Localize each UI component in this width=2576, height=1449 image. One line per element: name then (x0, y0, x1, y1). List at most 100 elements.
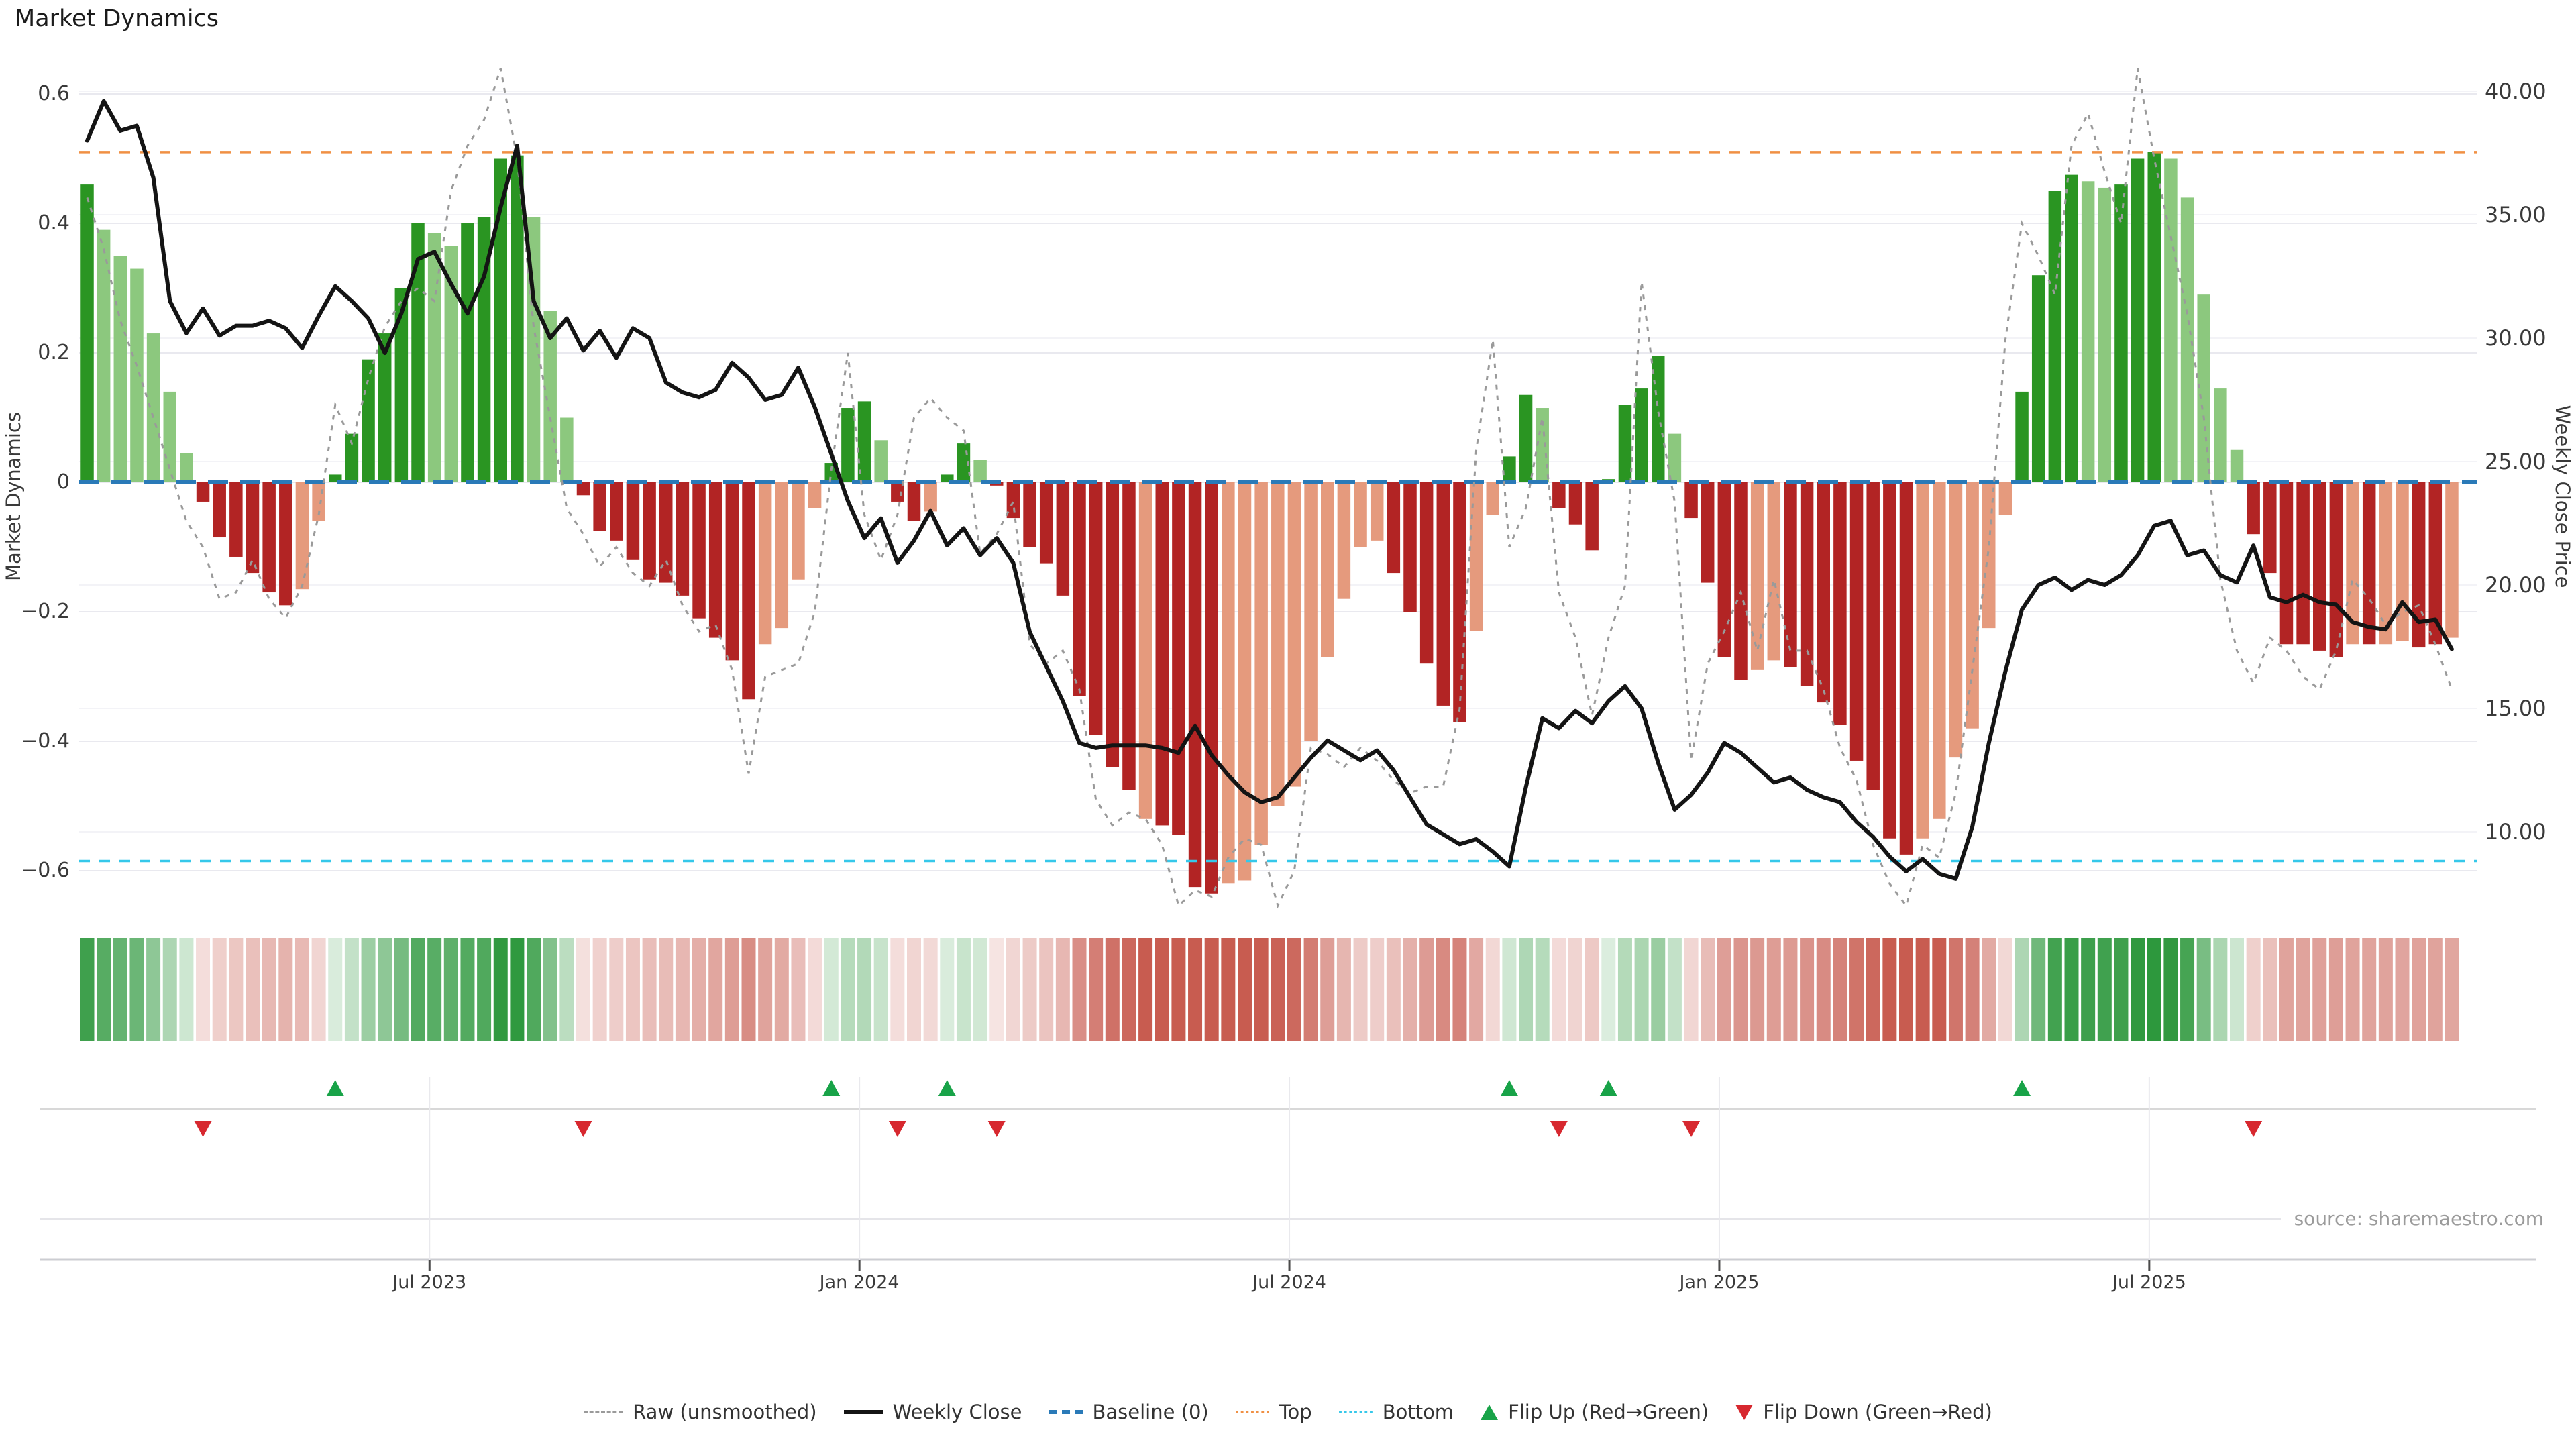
dynamics-bar (2279, 482, 2294, 645)
dynamics-bar (1833, 482, 1847, 725)
heatmap-cell (113, 938, 127, 1041)
heatmap-cell (97, 938, 111, 1041)
flip-up-icon (938, 1080, 956, 1096)
dynamics-bar (610, 482, 623, 541)
dynamics-bar (394, 288, 409, 482)
dynamics-bar (2313, 482, 2326, 651)
dynamics-bar (1138, 482, 1152, 819)
dynamics-bar (1883, 482, 1896, 839)
heatmap-cell (1188, 938, 1203, 1041)
heatmap-cell (1105, 938, 1120, 1041)
dynamics-bar (560, 417, 574, 482)
dynamics-bar (213, 482, 226, 538)
heatmap-cell (1419, 938, 1434, 1041)
heatmap-cell (162, 938, 177, 1041)
dynamics-bar (1652, 356, 1665, 482)
dynamics-bar (941, 474, 954, 482)
heatmap-cell (1469, 938, 1484, 1041)
dynamics-bar (163, 391, 176, 482)
legend-item-raw[interactable]: Raw (unsmoothed) (584, 1401, 817, 1424)
bottom-swatch-icon (1338, 1411, 1373, 1413)
dynamics-bar (1271, 482, 1285, 806)
dynamics-bar (676, 482, 690, 596)
legend-item-baseline[interactable]: Baseline (0) (1049, 1401, 1209, 1424)
legend-label: Flip Up (Red→Green) (1508, 1401, 1709, 1424)
heatmap-cell (989, 938, 1004, 1041)
heatmap-cell (824, 938, 839, 1041)
heatmap-cell (2246, 938, 2261, 1041)
dynamics-bar (1337, 482, 1351, 599)
heatmap-cell (2163, 938, 2178, 1041)
dynamics-bar (1370, 482, 1384, 541)
heatmap-cell (246, 938, 260, 1041)
heatmap-cell (1336, 938, 1351, 1041)
dynamics-bar (1966, 482, 1979, 729)
dynamics-bar (411, 223, 425, 482)
dynamics-bar (1453, 482, 1466, 722)
heatmap-cell (1287, 938, 1301, 1041)
weekly-close-line (85, 99, 2454, 881)
heatmap-cell (758, 938, 773, 1041)
heatmap-cell (2081, 938, 2096, 1041)
dynamics-bar (345, 433, 359, 482)
dynamics-bar (1568, 482, 1582, 525)
dynamics-bar (1106, 482, 1120, 767)
heatmap-cell (1585, 938, 1599, 1041)
flip-down-icon (1682, 1121, 1701, 1137)
legend-item-tridown[interactable]: Flip Down (Green→Red) (1735, 1401, 1992, 1424)
dynamics-bar (312, 482, 325, 521)
dynamics-bar (1188, 482, 1202, 888)
dynamics-bar (2164, 158, 2178, 482)
heatmap-cell (857, 938, 872, 1041)
heatmap-cell (443, 938, 458, 1041)
dynamics-bar (427, 233, 441, 482)
legend-item-close[interactable]: Weekly Close (843, 1401, 1022, 1424)
right-axis-tick-label: 15.00 (2485, 696, 2546, 721)
dynamics-bar (1982, 482, 1996, 629)
dynamics-bar (1585, 482, 1599, 551)
top-swatch-icon (1235, 1411, 1269, 1413)
legend-item-bottom[interactable]: Bottom (1338, 1401, 1454, 1424)
dynamics-bar (1436, 482, 1450, 706)
heatmap-cell (2180, 938, 2195, 1041)
dynamics-bar (1998, 482, 2012, 515)
heatmap-cell (262, 938, 276, 1041)
heatmap-cell (1403, 938, 1417, 1041)
dynamics-bar (1287, 482, 1301, 787)
heatmap-cell (1221, 938, 1236, 1041)
heatmap-cell (2131, 938, 2145, 1041)
heatmap-cell (2047, 938, 2062, 1041)
dynamics-bar (1222, 482, 1235, 884)
dynamics-bar (130, 268, 144, 482)
legend-item-triup[interactable]: Flip Up (Red→Green) (1481, 1401, 1709, 1424)
dynamics-bar (1536, 408, 1549, 482)
heatmap-cell (1766, 938, 1781, 1041)
right-axis-tick-label: 40.00 (2485, 78, 2546, 104)
heatmap-cell (80, 938, 95, 1041)
dynamics-bar (808, 482, 822, 508)
dynamics-bar (1817, 482, 1830, 703)
legend-item-top[interactable]: Top (1235, 1401, 1312, 1424)
heatmap-cell (675, 938, 690, 1041)
heatmap-cell (1965, 938, 1980, 1041)
heatmap-cell (2345, 938, 2360, 1041)
dynamics-bar (1668, 433, 1682, 482)
heatmap-cell (1370, 938, 1385, 1041)
heatmap-cell (527, 938, 541, 1041)
heatmap-cell (1701, 938, 1715, 1041)
x-tick-label: Jul 2025 (2112, 1272, 2186, 1293)
left-axis-tick-label: 0.6 (38, 82, 70, 105)
left-axis-title: Market Dynamics (2, 412, 25, 581)
flip-up-icon (822, 1080, 841, 1096)
dynamics-bar (1403, 482, 1417, 612)
left-axis-tick-label: 0.4 (38, 211, 70, 235)
heatmap-cell (2097, 938, 2112, 1041)
dynamics-bar (362, 359, 375, 482)
flip-up-icon (2013, 1080, 2031, 1096)
heatmap-cell (1882, 938, 1897, 1041)
heatmap-cell (1271, 938, 1285, 1041)
heatmap-cell (1006, 938, 1020, 1041)
heatmap-cell (2230, 938, 2244, 1041)
dynamics-bar (461, 223, 474, 482)
dynamics-bar (626, 482, 640, 560)
